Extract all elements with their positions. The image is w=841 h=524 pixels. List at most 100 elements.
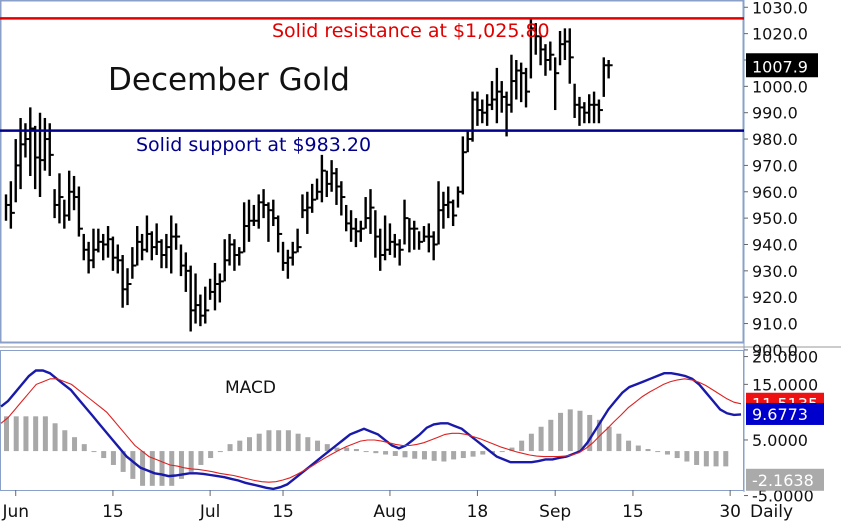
- price-bar: [456, 186, 462, 208]
- price-bar: [437, 181, 443, 245]
- price-bar: [379, 228, 385, 271]
- price-bar: [481, 99, 487, 124]
- histogram-bar: [159, 451, 165, 486]
- histogram-bar: [130, 451, 136, 479]
- macd-label: MACD: [225, 378, 276, 398]
- price-bar: [476, 91, 482, 126]
- histogram-bar: [52, 423, 58, 452]
- price-y-tick-label: 990.0: [752, 104, 798, 123]
- price-bar: [116, 244, 122, 274]
- price-bar: [592, 91, 599, 124]
- x-tick-label: Sep: [539, 502, 571, 522]
- price-bar: [233, 239, 239, 271]
- price-bar: [519, 62, 526, 103]
- price-bar: [335, 168, 341, 205]
- price-bar: [223, 239, 229, 282]
- price-bar: [568, 28, 574, 84]
- histogram-bar: [412, 451, 418, 459]
- price-bar: [515, 59, 521, 100]
- price-bar: [388, 223, 394, 256]
- price-y-tick-label: 950.0: [752, 209, 798, 228]
- price-bar: [466, 131, 472, 153]
- price-bar: [276, 215, 283, 253]
- price-bar: [92, 228, 98, 269]
- histogram-bar: [664, 451, 670, 455]
- price-bar: [607, 59, 613, 79]
- price-bar: [272, 199, 278, 227]
- histogram-bar: [694, 451, 700, 465]
- price-bar: [145, 215, 151, 253]
- price-bar: [510, 54, 516, 113]
- price-bars: [4, 17, 613, 332]
- histogram-bar: [528, 433, 534, 452]
- price-y-tick-label: 980.0: [752, 130, 798, 149]
- price-bar: [588, 94, 594, 124]
- price-bar: [417, 231, 424, 250]
- price-bar: [63, 199, 69, 229]
- macd-panel: [0, 350, 744, 491]
- price-bar: [529, 17, 535, 79]
- price-bar: [262, 189, 268, 219]
- price-panel: [0, 0, 745, 344]
- x-tick-label: Jun: [1, 502, 29, 522]
- price-bar: [174, 223, 181, 250]
- histogram-bar: [285, 430, 291, 452]
- price-bar: [48, 123, 54, 176]
- histogram-bar: [81, 444, 87, 452]
- price-bar: [427, 223, 433, 253]
- histogram-bar: [558, 412, 564, 452]
- price-bar: [558, 30, 565, 66]
- histogram-bar: [363, 451, 369, 453]
- histogram-bar: [373, 451, 379, 454]
- histogram-bar: [305, 437, 311, 452]
- price-bar: [340, 181, 346, 216]
- histogram-bar: [198, 451, 204, 465]
- x-tick-label: Aug: [373, 502, 406, 522]
- price-bar: [374, 210, 380, 258]
- macd-y-tick-label: -5.0000: [752, 487, 814, 506]
- x-tick-label: 15: [272, 502, 294, 522]
- price-bar: [539, 36, 545, 66]
- histogram-bar: [149, 451, 155, 486]
- price-bar: [218, 273, 224, 303]
- price-bar: [72, 175, 79, 211]
- price-bar: [160, 239, 166, 269]
- macd-line: [0, 369, 742, 491]
- macd-y-axis: 20.000015.00005.0000-5.000011.51359.6773…: [744, 348, 824, 506]
- histogram-bar: [169, 451, 175, 486]
- price-bar: [602, 57, 608, 97]
- histogram-bar: [217, 451, 223, 453]
- histogram-bar: [383, 451, 389, 455]
- histogram-bar: [344, 447, 350, 452]
- histogram-bar: [519, 440, 525, 452]
- histogram-bar: [674, 451, 680, 459]
- price-bar: [257, 194, 263, 229]
- histogram-bar: [256, 433, 262, 452]
- histogram-bar: [402, 451, 408, 458]
- histogram-bar: [353, 448, 359, 452]
- price-bar: [9, 181, 15, 229]
- histogram-bar: [480, 451, 486, 455]
- histogram-bar: [460, 451, 466, 459]
- price-bar: [301, 194, 307, 219]
- histogram-bar: [499, 451, 505, 453]
- price-bar: [77, 186, 83, 237]
- price-bar: [194, 273, 200, 324]
- price-bar: [398, 239, 404, 266]
- price-bar: [189, 265, 195, 332]
- price-bar: [150, 231, 156, 261]
- macd-value-box: [746, 468, 824, 491]
- histogram-bar: [431, 451, 437, 461]
- macd-value-label: 9.6773: [752, 405, 808, 424]
- histogram-bar: [684, 451, 690, 462]
- price-bar: [403, 199, 409, 245]
- price-y-tick-label: 930.0: [752, 262, 798, 281]
- x-tick-label: 15: [622, 502, 644, 522]
- price-bar: [111, 236, 117, 271]
- signal-line: [0, 378, 742, 483]
- price-bar: [199, 294, 205, 327]
- price-bar: [33, 125, 40, 190]
- histogram-bar: [62, 430, 68, 452]
- price-bar: [413, 220, 419, 250]
